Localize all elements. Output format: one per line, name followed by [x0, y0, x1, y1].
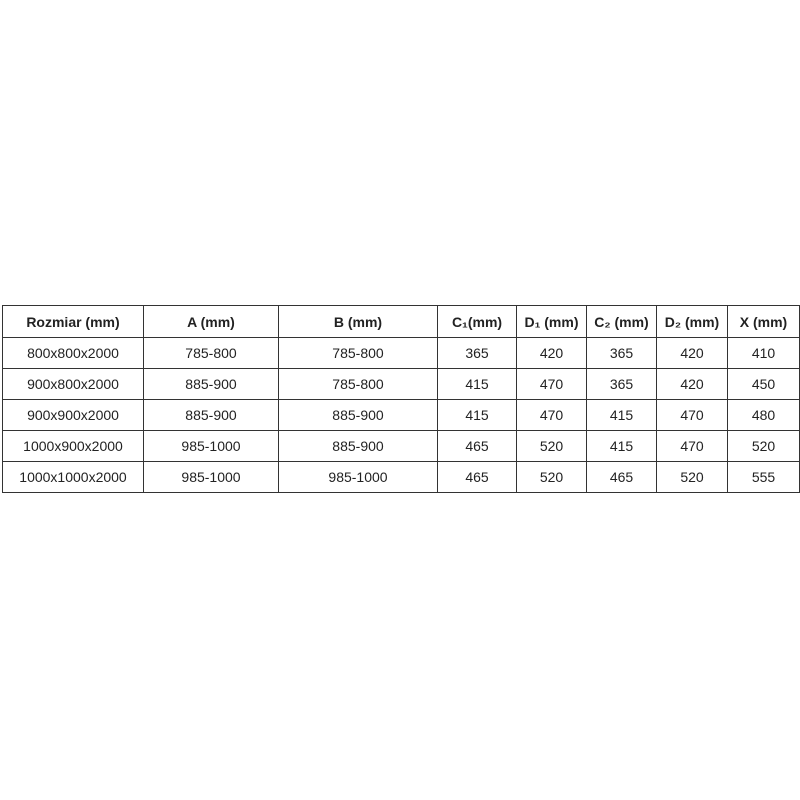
- table-cell: 885-900: [143, 399, 279, 431]
- table-cell: 415: [586, 399, 657, 431]
- table-cell: 415: [437, 399, 517, 431]
- table-cell: 1000x1000x2000: [2, 461, 144, 493]
- table-cell: 465: [437, 430, 517, 462]
- table-cell: 900x800x2000: [2, 368, 144, 400]
- column-header: Rozmiar (mm): [2, 305, 144, 338]
- dimensions-table: Rozmiar (mm) A (mm) B (mm) C₁(mm) D₁ (mm) C₂ …: [2, 305, 800, 493]
- table-cell: 470: [656, 399, 728, 431]
- table-cell: 470: [656, 430, 728, 462]
- table-cell: 420: [656, 368, 728, 400]
- table-cell: 465: [586, 461, 657, 493]
- table-cell: 365: [586, 368, 657, 400]
- table-cell: 885-900: [143, 368, 279, 400]
- table-cell: 785-800: [278, 368, 438, 400]
- table-cell: 885-900: [278, 399, 438, 431]
- table-cell: 785-800: [143, 337, 279, 369]
- table-cell: 885-900: [278, 430, 438, 462]
- table-cell: 800x800x2000: [2, 337, 144, 369]
- table-cell: 450: [727, 368, 800, 400]
- column-header: C₂ (mm): [586, 305, 657, 338]
- table-row: 1000x1000x2000 985-1000 985-1000 465 520 465 5…: [2, 461, 800, 493]
- table-cell: 785-800: [278, 337, 438, 369]
- column-header: D₂ (mm): [656, 305, 728, 338]
- table-cell: 985-1000: [278, 461, 438, 493]
- table-cell: 520: [727, 430, 800, 462]
- column-header: C₁(mm): [437, 305, 517, 338]
- table-cell: 420: [656, 337, 728, 369]
- table-cell: 1000x900x2000: [2, 430, 144, 462]
- column-header: X (mm): [727, 305, 800, 338]
- table-cell: 985-1000: [143, 461, 279, 493]
- header-row: Rozmiar (mm) A (mm) B (mm) C₁(mm) D₁ (mm) C₂ …: [2, 305, 800, 338]
- table-cell: 520: [516, 461, 587, 493]
- table-cell: 470: [516, 399, 587, 431]
- column-header: D₁ (mm): [516, 305, 587, 338]
- table-row: 800x800x2000 785-800 785-800 365 420 365 420 41…: [2, 337, 800, 369]
- table-cell: 480: [727, 399, 800, 431]
- column-header: B (mm): [278, 305, 438, 338]
- table-cell: 365: [437, 337, 517, 369]
- table-cell: 415: [586, 430, 657, 462]
- column-header: A (mm): [143, 305, 279, 338]
- table-row: 900x800x2000 885-900 785-800 415 470 365 420 45…: [2, 368, 800, 400]
- table-cell: 520: [516, 430, 587, 462]
- table-cell: 900x900x2000: [2, 399, 144, 431]
- table-cell: 555: [727, 461, 800, 493]
- table-row: 1000x900x2000 985-1000 885-900 465 520 415 470…: [2, 430, 800, 462]
- table-row: 900x900x2000 885-900 885-900 415 470 415 470 48…: [2, 399, 800, 431]
- table-cell: 410: [727, 337, 800, 369]
- table-cell: 365: [586, 337, 657, 369]
- table-cell: 415: [437, 368, 517, 400]
- table-cell: 420: [516, 337, 587, 369]
- table-cell: 985-1000: [143, 430, 279, 462]
- table-cell: 520: [656, 461, 728, 493]
- table-cell: 465: [437, 461, 517, 493]
- table-cell: 470: [516, 368, 587, 400]
